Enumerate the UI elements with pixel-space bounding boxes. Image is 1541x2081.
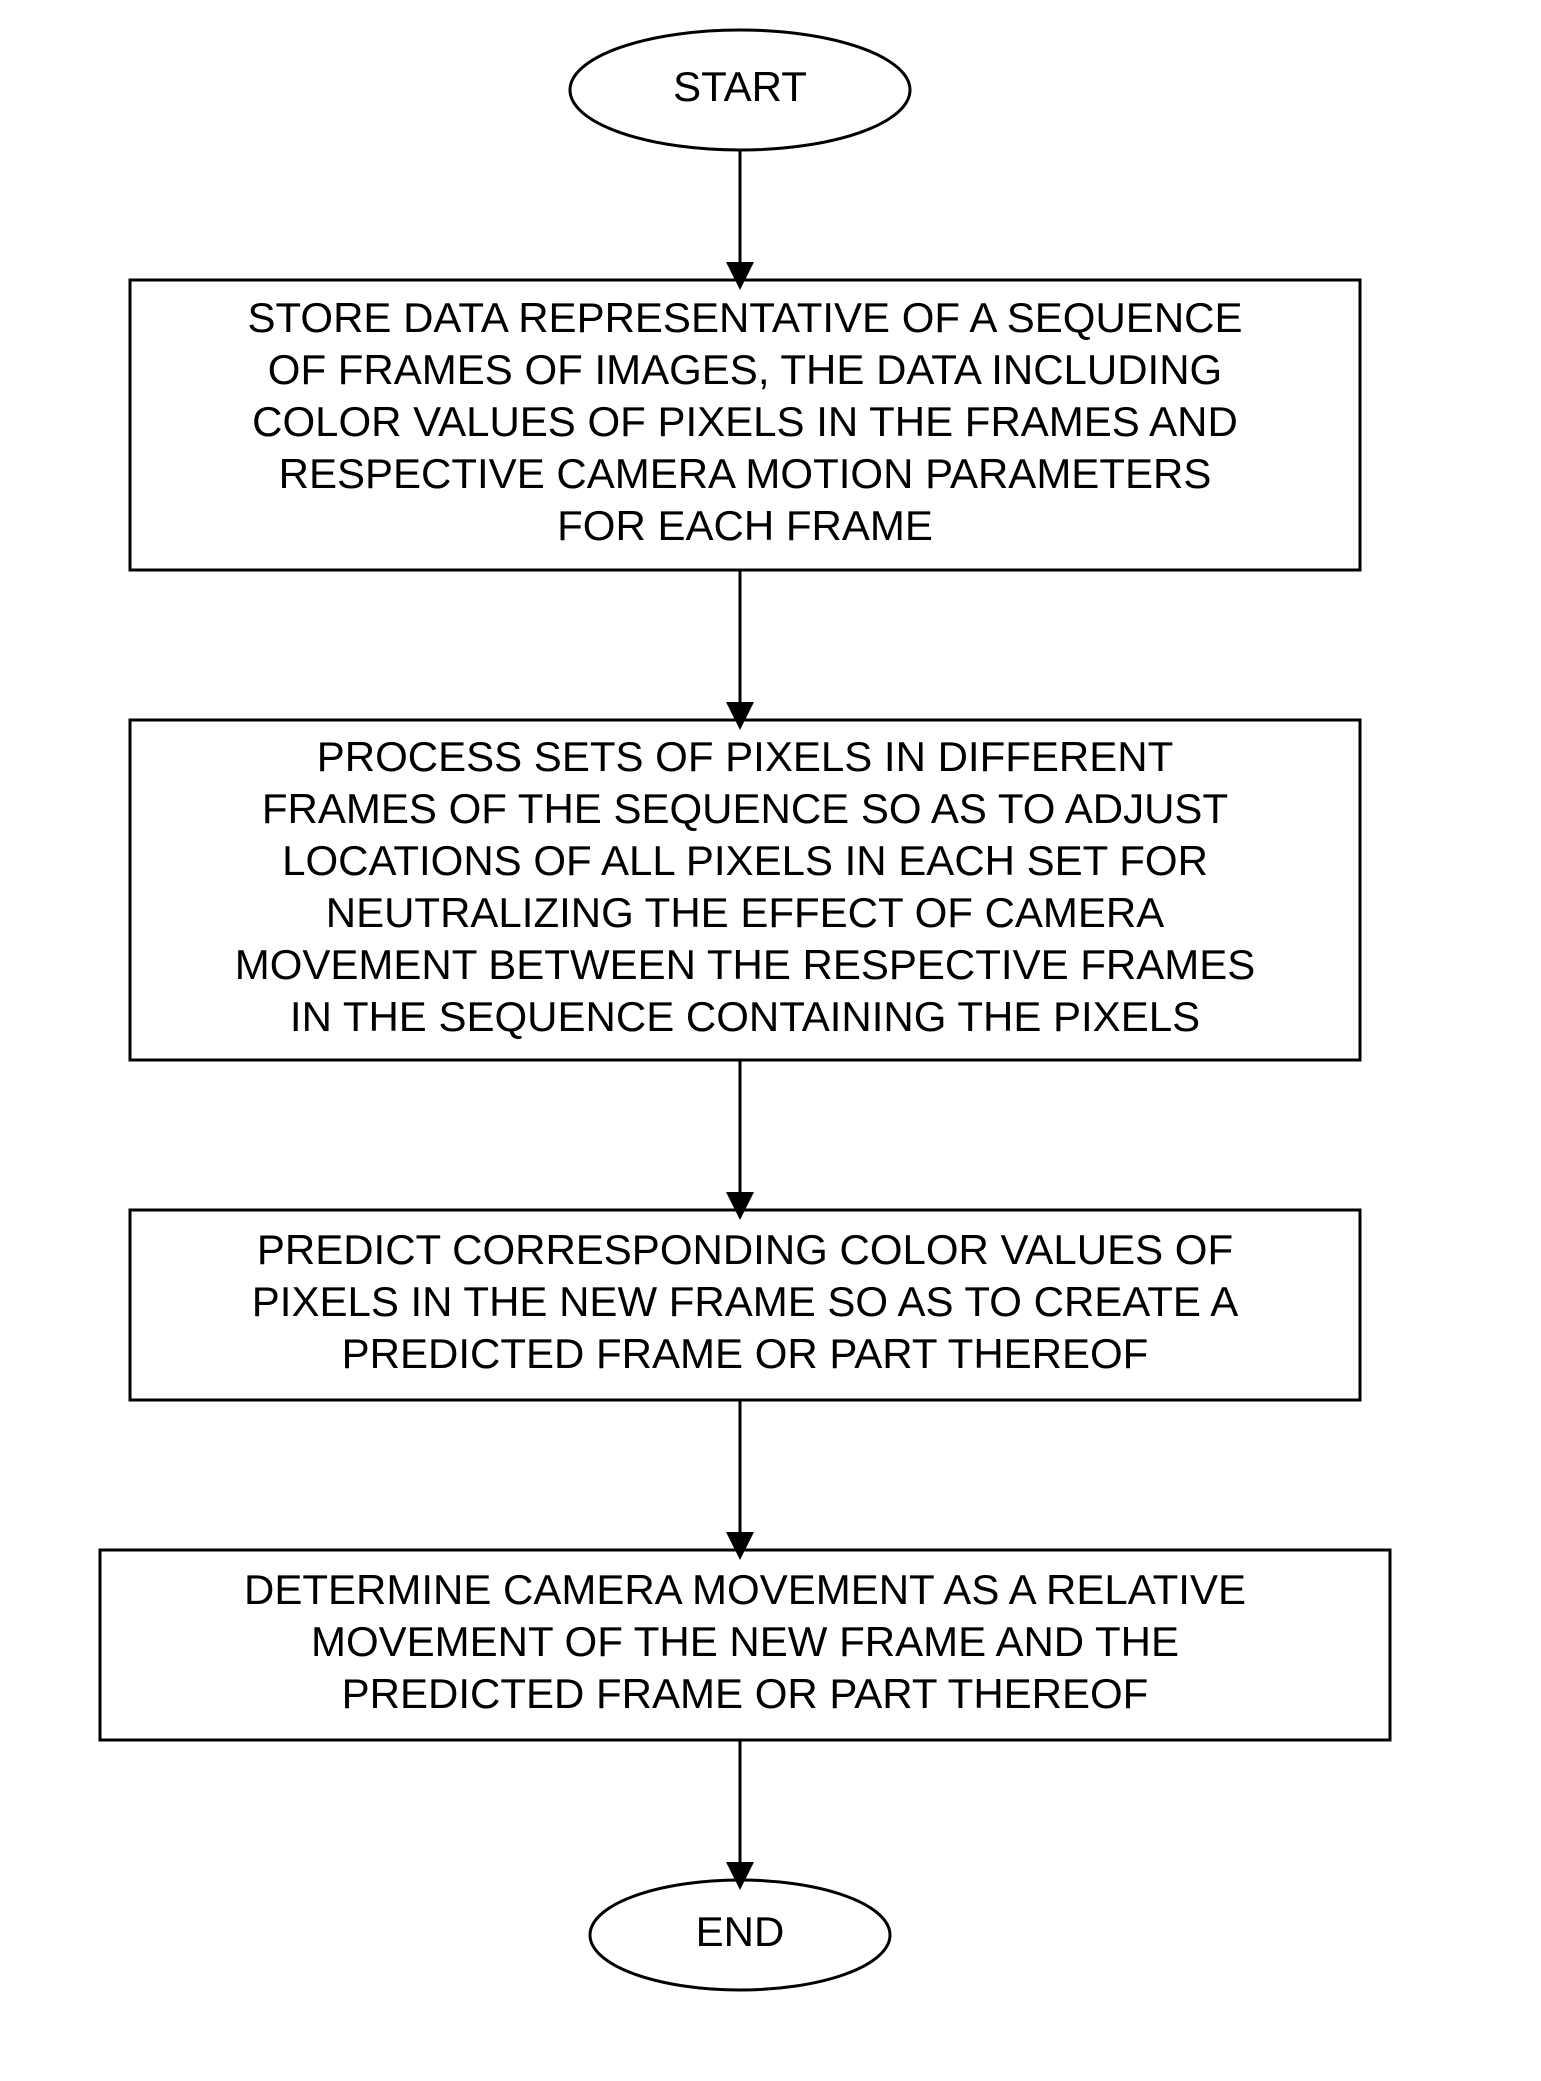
node-determine: DETERMINE CAMERA MOVEMENT AS A RELATIVEM… <box>100 1550 1390 1740</box>
node-predict-label: PREDICT CORRESPONDING COLOR VALUES OFPIX… <box>252 1226 1238 1377</box>
flowchart: START STORE DATA REPRESENTATIVE OF A SEQU… <box>0 0 1541 2081</box>
node-process: PROCESS SETS OF PIXELS IN DIFFERENTFRAME… <box>130 720 1360 1060</box>
node-start-label: START <box>673 63 807 110</box>
node-end: END <box>590 1880 890 1990</box>
node-end-label: END <box>696 1908 785 1955</box>
node-predict: PREDICT CORRESPONDING COLOR VALUES OFPIX… <box>130 1210 1360 1400</box>
node-determine-label: DETERMINE CAMERA MOVEMENT AS A RELATIVEM… <box>244 1566 1246 1717</box>
node-start: START <box>570 30 910 150</box>
node-store: STORE DATA REPRESENTATIVE OF A SEQUENCEO… <box>130 280 1360 570</box>
